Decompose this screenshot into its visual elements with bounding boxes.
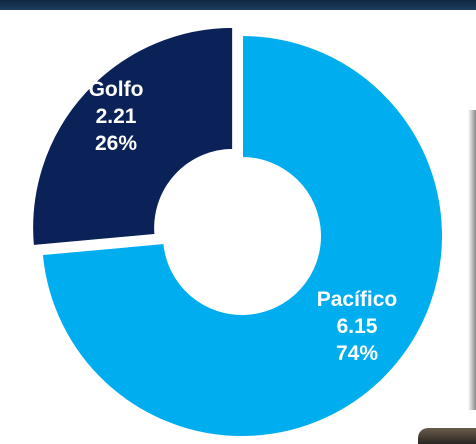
slice-label-golfo-value: 2.21 bbox=[96, 105, 137, 128]
corner-decoration bbox=[418, 428, 476, 444]
slice-label-golfo-percent: 26% bbox=[95, 132, 137, 155]
slice-label-pacifico-percent: 74% bbox=[336, 342, 378, 365]
slice-golfo bbox=[31, 25, 235, 248]
slice-label-pacifico-name: Pacífico bbox=[317, 288, 398, 311]
top-banner-strip bbox=[0, 0, 476, 10]
edge-shadow bbox=[468, 110, 476, 410]
slice-label-pacifico-value: 6.15 bbox=[337, 315, 378, 338]
slice-label-golfo-name: Golfo bbox=[89, 78, 144, 101]
slice-pacifico bbox=[40, 33, 444, 438]
